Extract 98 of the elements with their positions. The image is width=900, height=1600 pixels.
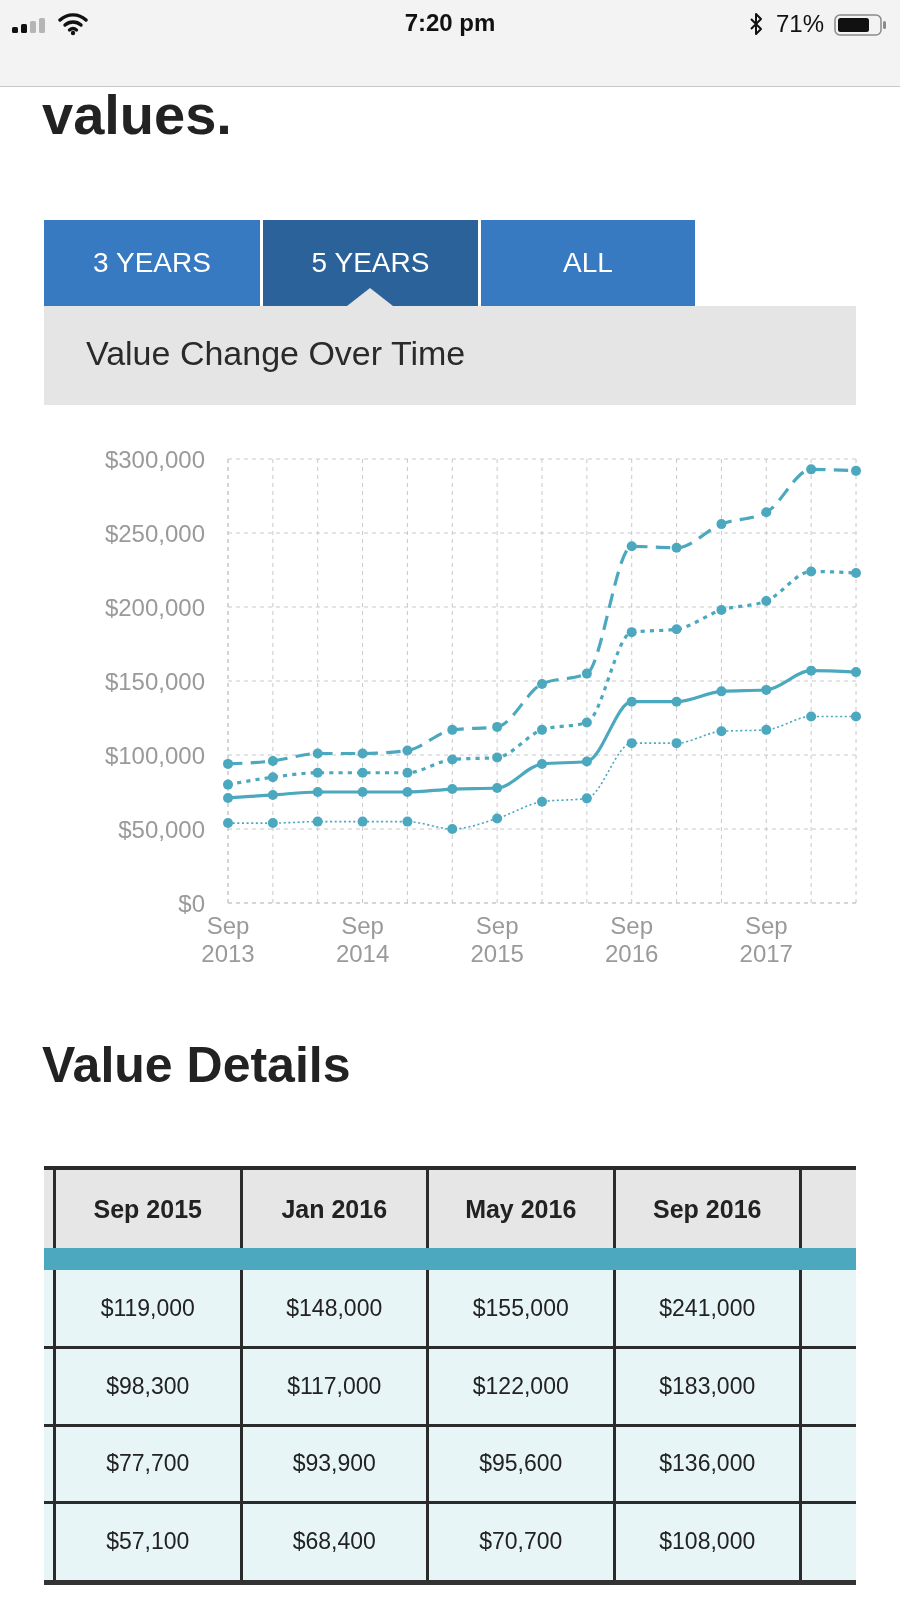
category-label: Sep 2016 — [653, 1194, 762, 1223]
point — [806, 464, 817, 475]
data-label: $117,000 — [287, 1372, 382, 1400]
y-tick-label: $150,000 — [104, 667, 205, 695]
point — [626, 541, 637, 552]
point — [761, 596, 772, 607]
point — [312, 787, 323, 797]
data-label: $95,600 — [479, 1450, 563, 1478]
point — [806, 711, 817, 722]
tab-button: 5 YEARS — [263, 220, 478, 306]
data-label: $155,000 — [472, 1295, 569, 1323]
point — [357, 816, 368, 827]
y-tick-label: $100,000 — [104, 741, 205, 769]
point — [806, 566, 817, 577]
point — [851, 667, 861, 678]
point — [492, 813, 503, 824]
point — [312, 816, 323, 827]
category-label: Jan 2016 — [281, 1194, 388, 1223]
point — [761, 724, 772, 735]
chart-title: Value Change Over Time — [86, 334, 466, 373]
point — [716, 726, 727, 737]
data-label: $136,000 — [659, 1450, 756, 1478]
x-tick-label: Sep 2017 — [739, 912, 793, 967]
point — [671, 738, 682, 749]
data-label: $77,700 — [106, 1450, 190, 1478]
point — [537, 678, 547, 689]
point — [671, 696, 682, 707]
point — [851, 711, 861, 722]
point — [492, 752, 503, 763]
point — [761, 507, 772, 518]
y-tick-label: $300,000 — [104, 445, 205, 473]
y-tick-label: $50,000 — [118, 815, 205, 843]
point — [851, 567, 861, 578]
point — [357, 748, 368, 759]
text: 7:20 pm — [404, 9, 496, 37]
point — [267, 818, 278, 829]
point — [267, 772, 278, 783]
x-tick-label: Sep 2016 — [605, 912, 659, 967]
point — [402, 787, 413, 797]
y-tick-label: $250,000 — [104, 519, 205, 547]
point — [357, 767, 368, 778]
tab-button: ALL — [481, 220, 695, 306]
data-label: $93,900 — [292, 1450, 376, 1478]
point — [357, 787, 368, 797]
point — [492, 783, 503, 793]
point — [671, 542, 682, 553]
point — [537, 759, 547, 770]
point — [671, 624, 682, 635]
point — [267, 755, 278, 766]
data-label: $241,000 — [659, 1295, 756, 1323]
point — [267, 789, 278, 800]
point — [716, 519, 727, 530]
point — [761, 684, 772, 695]
y-tick-label: $200,000 — [104, 593, 205, 621]
point — [447, 824, 458, 834]
point — [851, 465, 861, 476]
data-label: $119,000 — [100, 1295, 195, 1323]
point — [223, 818, 233, 829]
point — [581, 756, 592, 767]
point — [626, 738, 637, 749]
point — [447, 754, 458, 765]
category-label: May 2016 — [465, 1194, 577, 1223]
point — [716, 604, 727, 615]
point — [223, 792, 233, 803]
data-label: $98,300 — [106, 1372, 190, 1400]
category-label: Sep 2015 — [93, 1194, 202, 1223]
text: Value Details — [42, 1036, 351, 1094]
text: 71% — [776, 10, 825, 38]
x-tick-label: Sep 2015 — [470, 912, 524, 967]
tab-button: 3 YEARS — [44, 220, 260, 306]
point — [537, 796, 547, 807]
text: values. — [42, 82, 232, 147]
point — [402, 816, 413, 827]
point — [447, 724, 458, 735]
data-label: $122,000 — [472, 1372, 569, 1400]
point — [402, 745, 413, 756]
x-tick-label: Sep 2014 — [335, 912, 390, 967]
point — [312, 748, 323, 759]
point — [806, 665, 817, 676]
point — [447, 784, 458, 795]
point — [716, 686, 727, 697]
point — [581, 793, 592, 804]
point — [581, 717, 592, 728]
data-label: $70,700 — [479, 1527, 563, 1555]
data-label: $183,000 — [659, 1372, 756, 1400]
point — [312, 767, 323, 778]
data-label: $148,000 — [286, 1295, 383, 1323]
point — [402, 767, 413, 778]
point — [581, 668, 592, 679]
data-label: $57,100 — [106, 1527, 190, 1555]
data-label: $108,000 — [659, 1527, 756, 1555]
data-label: $68,400 — [292, 1527, 376, 1555]
point — [626, 696, 637, 707]
point — [537, 724, 547, 735]
point — [223, 779, 233, 790]
point — [626, 627, 637, 638]
point — [492, 721, 503, 732]
point — [223, 758, 233, 769]
